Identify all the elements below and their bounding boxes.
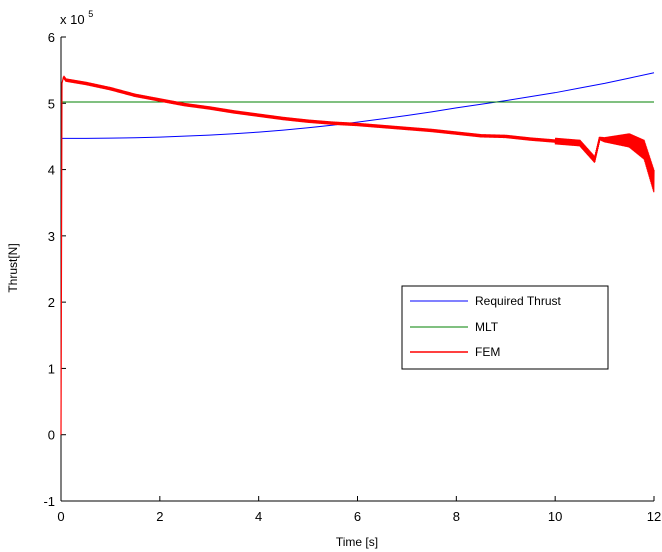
y-tick-label: 3	[48, 229, 55, 244]
y-tick-label: 4	[48, 163, 55, 178]
x-tick-label: 4	[255, 509, 262, 524]
legend-box	[401, 285, 609, 370]
y-tick-label: 1	[48, 361, 55, 376]
y-axis-multiplier: x 10 5	[60, 9, 93, 27]
x-tick-label: 6	[354, 509, 361, 524]
y-tick-label: 2	[48, 295, 55, 310]
x-axis-label: Time [s]	[336, 535, 378, 549]
legend-entry-fem: FEM	[410, 345, 500, 359]
y-axis-multiplier-base: x 10	[60, 12, 85, 27]
y-tick-label: 6	[48, 30, 55, 45]
x-tick-label: 10	[548, 509, 562, 524]
y-axis-multiplier-exponent: 5	[88, 9, 93, 19]
series-line-fem	[60, 75, 655, 435]
legend-entry-mlt: MLT	[410, 320, 499, 334]
x-tick-label: 8	[453, 509, 460, 524]
legend-label-fem: FEM	[475, 345, 500, 359]
y-axis-label: Thrust[N]	[6, 243, 20, 292]
x-tick-label: 12	[647, 509, 661, 524]
legend-label-required-thrust: Required Thrust	[475, 294, 561, 308]
series-line-required-thrust	[61, 72, 655, 139]
legend: Required Thrust MLT FEM	[401, 285, 609, 370]
legend-entry-required-thrust: Required Thrust	[410, 294, 561, 308]
series-lines	[60, 72, 655, 435]
axes	[60, 36, 655, 502]
x-tick-label: 2	[156, 509, 163, 524]
y-tick-label: 0	[48, 428, 55, 443]
y-tick-label: -1	[43, 494, 55, 509]
x-tick-label: 0	[57, 509, 64, 524]
y-tick-label: 5	[48, 96, 55, 111]
legend-label-mlt: MLT	[475, 320, 499, 334]
